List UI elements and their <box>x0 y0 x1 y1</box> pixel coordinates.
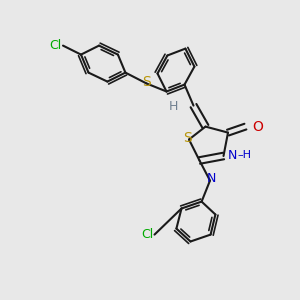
Text: O: O <box>252 120 263 134</box>
Text: Cl: Cl <box>49 39 62 52</box>
Text: N: N <box>228 149 237 162</box>
Text: N: N <box>207 172 216 185</box>
Text: –H: –H <box>238 150 252 161</box>
Text: S: S <box>183 131 192 145</box>
Text: H: H <box>169 100 178 113</box>
Text: S: S <box>142 75 151 89</box>
Text: Cl: Cl <box>141 228 153 241</box>
